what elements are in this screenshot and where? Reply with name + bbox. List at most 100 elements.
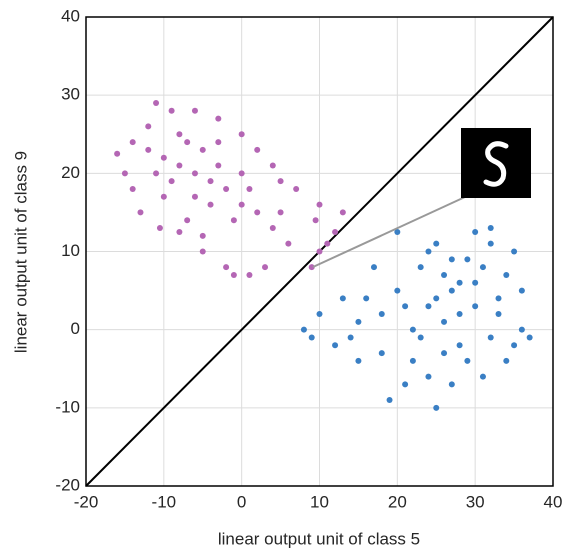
point bbox=[153, 170, 160, 177]
point bbox=[417, 334, 424, 341]
x-axis-label: linear output unit of class 5 bbox=[218, 529, 420, 548]
point bbox=[199, 248, 206, 255]
x-tick-label: 10 bbox=[310, 492, 329, 511]
point bbox=[456, 342, 463, 349]
point bbox=[160, 154, 167, 161]
point bbox=[160, 193, 167, 200]
point bbox=[448, 381, 455, 388]
point bbox=[363, 295, 370, 302]
point bbox=[215, 115, 222, 122]
point bbox=[316, 248, 323, 255]
point bbox=[223, 185, 230, 192]
axes-box bbox=[85, 16, 554, 487]
point bbox=[254, 209, 261, 216]
point bbox=[495, 311, 502, 318]
point bbox=[378, 350, 385, 357]
point bbox=[246, 271, 253, 278]
point bbox=[503, 357, 510, 364]
point bbox=[121, 170, 128, 177]
point bbox=[145, 123, 152, 130]
point bbox=[215, 162, 222, 169]
point bbox=[526, 334, 533, 341]
point bbox=[518, 326, 525, 333]
point bbox=[207, 201, 214, 208]
x-tick-label: 0 bbox=[237, 492, 246, 511]
point bbox=[230, 271, 237, 278]
y-tick-label: 0 bbox=[71, 319, 80, 338]
point bbox=[339, 209, 346, 216]
point bbox=[386, 397, 393, 404]
point bbox=[347, 334, 354, 341]
point bbox=[199, 146, 206, 153]
point bbox=[293, 185, 300, 192]
point bbox=[269, 225, 276, 232]
plot-area: -20 -10 0 10 20 30 40 -20 -10 0 10 20 30 40 bbox=[55, 6, 562, 511]
x-tick-label: 30 bbox=[466, 492, 485, 511]
point bbox=[300, 326, 307, 333]
y-tick-label: -20 bbox=[55, 475, 80, 494]
point bbox=[448, 287, 455, 294]
y-axis-label: linear output unit of class 9 bbox=[11, 151, 30, 353]
y-tick-label: 40 bbox=[61, 6, 80, 25]
x-tick-label: 20 bbox=[388, 492, 407, 511]
point bbox=[355, 357, 362, 364]
point bbox=[425, 303, 432, 310]
point bbox=[441, 350, 448, 357]
point bbox=[254, 146, 261, 153]
point bbox=[129, 139, 136, 146]
point bbox=[487, 334, 494, 341]
point bbox=[433, 240, 440, 247]
point bbox=[324, 240, 331, 247]
point bbox=[378, 311, 385, 318]
point bbox=[191, 107, 198, 114]
point bbox=[168, 107, 175, 114]
point bbox=[129, 185, 136, 192]
point bbox=[472, 228, 479, 235]
point bbox=[495, 295, 502, 302]
y-tick-label: -10 bbox=[55, 397, 80, 416]
y-tick-label: 30 bbox=[61, 85, 80, 104]
point bbox=[316, 201, 323, 208]
point bbox=[308, 334, 315, 341]
point bbox=[402, 381, 409, 388]
point bbox=[456, 279, 463, 286]
point bbox=[409, 326, 416, 333]
point bbox=[409, 357, 416, 364]
inset bbox=[312, 128, 531, 268]
point bbox=[238, 131, 245, 138]
point bbox=[487, 240, 494, 247]
y-tick-label: 20 bbox=[61, 163, 80, 182]
digit-stroke bbox=[483, 141, 509, 187]
point bbox=[262, 264, 269, 271]
point bbox=[425, 373, 432, 380]
point bbox=[312, 217, 319, 224]
point bbox=[199, 232, 206, 239]
point bbox=[269, 162, 276, 169]
point bbox=[246, 185, 253, 192]
point bbox=[184, 217, 191, 224]
point bbox=[137, 209, 144, 216]
point bbox=[402, 303, 409, 310]
point bbox=[433, 295, 440, 302]
point bbox=[332, 228, 339, 235]
point bbox=[479, 264, 486, 271]
point bbox=[215, 139, 222, 146]
point bbox=[277, 178, 284, 185]
point bbox=[238, 201, 245, 208]
point bbox=[487, 225, 494, 232]
point bbox=[355, 318, 362, 325]
point bbox=[464, 357, 471, 364]
point bbox=[230, 217, 237, 224]
point bbox=[448, 256, 455, 263]
point bbox=[308, 264, 315, 271]
point bbox=[277, 209, 284, 216]
point bbox=[441, 271, 448, 278]
point bbox=[114, 150, 121, 157]
point bbox=[223, 264, 230, 271]
point bbox=[479, 373, 486, 380]
point bbox=[464, 256, 471, 263]
point bbox=[156, 225, 163, 232]
point bbox=[370, 264, 377, 271]
point bbox=[176, 228, 183, 235]
